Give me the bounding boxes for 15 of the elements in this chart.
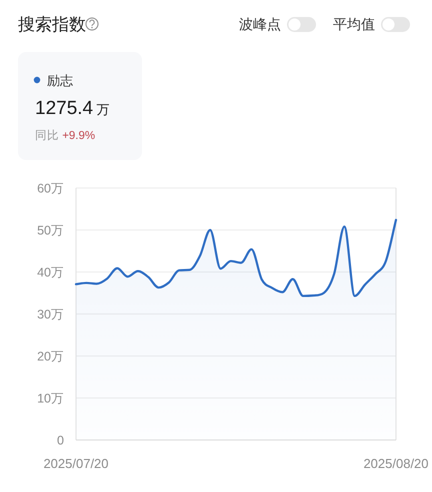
y-tick-label: 30万 — [37, 308, 64, 322]
x-tick-label: 2025/08/20 — [363, 456, 429, 471]
x-tick-label: 2025/07/20 — [43, 456, 109, 471]
text: 1275.4 万 — [35, 98, 110, 119]
y-tick-label: 0 — [57, 434, 64, 448]
text: 同比 +9.9% — [35, 129, 96, 142]
y-tick-label: 20万 — [37, 350, 64, 364]
y-tick-label: 60万 — [37, 182, 64, 196]
legend-label: 励志 — [47, 73, 73, 88]
text: 平均值 — [333, 16, 375, 32]
y-tick-label: 50万 — [37, 224, 64, 238]
y-tick-label: 10万 — [37, 392, 64, 406]
y-tick-label: 40万 — [37, 266, 64, 280]
chart-title: 搜索指数 — [18, 15, 86, 34]
text: 波峰点 — [239, 16, 281, 32]
